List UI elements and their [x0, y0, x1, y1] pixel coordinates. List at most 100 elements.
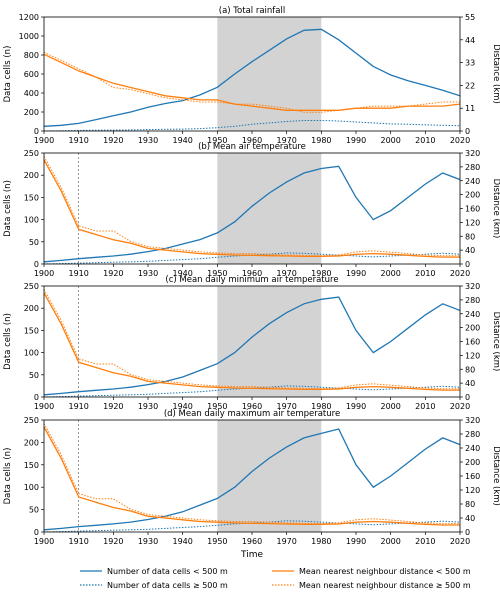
panel-a [41, 16, 463, 134]
right-tick-label: 240 [465, 177, 480, 186]
x-tick-label: 2000 [380, 537, 400, 546]
left-axis-label: Data cells (n) [3, 180, 13, 237]
left-tick-label: 150 [24, 326, 39, 335]
right-tick-label: 80 [465, 500, 475, 509]
series-line-4 [44, 51, 460, 113]
right-tick-label: 320 [465, 149, 480, 158]
panel-b [41, 152, 463, 267]
right-tick-label: 280 [465, 296, 480, 305]
x-tick-label: 1920 [103, 402, 123, 411]
series-line-4 [44, 423, 460, 525]
series-line-1 [44, 296, 460, 396]
right-tick-label: 80 [465, 232, 475, 241]
x-tick-label: 1970 [276, 402, 296, 411]
x-tick-label: 1970 [276, 136, 296, 145]
x-tick-label: 1910 [68, 136, 88, 145]
x-tick-label: 1960 [242, 269, 262, 278]
right-tick-label: 11 [465, 104, 475, 113]
x-tick-label: 2020 [450, 537, 470, 546]
x-tick-label: 1910 [68, 402, 88, 411]
left-tick-label: 400 [24, 89, 39, 98]
x-tick-label: 1990 [346, 136, 366, 145]
x-tick-label: 1910 [68, 537, 88, 546]
right-tick-label: 22 [465, 81, 475, 90]
right-tick-label: 240 [465, 310, 480, 319]
series-line-4 [44, 289, 460, 390]
shaded-period [217, 286, 322, 397]
left-axis-label: Data cells (n) [3, 313, 13, 370]
left-tick-label: 1200 [19, 13, 39, 22]
x-tick-label: 1990 [346, 402, 366, 411]
x-tick-label: 1930 [138, 269, 158, 278]
panel-c [41, 285, 463, 400]
legend-label: Number of data cells < 500 m [107, 567, 228, 576]
x-tick-label: 1910 [68, 269, 88, 278]
legend-label: Mean nearest neighbour distance ≥ 500 m [299, 581, 471, 590]
right-tick-label: 280 [465, 163, 480, 172]
right-tick-label: 160 [465, 472, 480, 481]
left-tick-label: 250 [24, 282, 39, 291]
series-line-4 [44, 156, 460, 257]
legend-label: Number of data cells ≥ 500 m [107, 581, 228, 590]
left-axis-label: Data cells (n) [3, 448, 13, 505]
right-tick-label: 200 [465, 191, 480, 200]
right-tick-label: 0 [465, 393, 470, 402]
right-tick-label: 33 [465, 59, 475, 68]
x-tick-label: 2010 [415, 136, 435, 145]
x-tick-label: 1900 [34, 402, 54, 411]
x-tick-label: 1940 [172, 136, 192, 145]
series-line-2 [44, 120, 460, 131]
right-tick-label: 40 [465, 514, 475, 523]
left-tick-label: 0 [34, 528, 39, 537]
left-tick-label: 250 [24, 416, 39, 425]
right-axis-label: Distance (km) [491, 312, 500, 372]
right-tick-label: 160 [465, 205, 480, 214]
series-line-3 [44, 292, 460, 391]
x-tick-label: 1950 [207, 402, 227, 411]
right-tick-label: 120 [465, 486, 480, 495]
series-line-1 [44, 428, 460, 531]
right-tick-label: 320 [465, 416, 480, 425]
shaded-period [217, 420, 322, 532]
right-tick-label: 120 [465, 218, 480, 227]
x-tick-label: 1950 [207, 269, 227, 278]
x-tick-label: 1980 [311, 136, 331, 145]
x-tick-label: 2000 [380, 269, 400, 278]
x-tick-label: 1960 [242, 537, 262, 546]
x-tick-label: 2020 [450, 269, 470, 278]
x-tick-label: 1900 [34, 136, 54, 145]
left-tick-label: 100 [24, 349, 39, 358]
series-line-3 [44, 426, 460, 526]
left-tick-label: 800 [24, 51, 39, 60]
right-tick-label: 160 [465, 338, 480, 347]
panel-d [41, 419, 463, 535]
left-tick-label: 200 [24, 304, 39, 313]
left-tick-label: 200 [24, 108, 39, 117]
x-tick-label: 1990 [346, 537, 366, 546]
right-tick-label: 40 [465, 246, 475, 255]
x-tick-label: 2020 [450, 402, 470, 411]
x-tick-label: 1970 [276, 269, 296, 278]
right-tick-label: 200 [465, 458, 480, 467]
x-tick-label: 1960 [242, 402, 262, 411]
right-tick-label: 55 [465, 13, 475, 22]
right-tick-label: 80 [465, 365, 475, 374]
x-tick-label: 2020 [450, 136, 470, 145]
shaded-period [217, 153, 322, 264]
right-axis-label: Distance (km) [491, 446, 500, 506]
x-tick-label: 1980 [311, 269, 331, 278]
x-tick-label: 1940 [172, 537, 192, 546]
x-tick-label: 1980 [311, 537, 331, 546]
right-axis-label: Distance (km) [491, 179, 500, 239]
right-tick-label: 40 [465, 379, 475, 388]
left-tick-label: 0 [34, 260, 39, 269]
left-tick-label: 200 [24, 171, 39, 180]
left-tick-label: 0 [34, 393, 39, 402]
right-axis-label: Distance (km) [491, 44, 500, 104]
left-tick-label: 50 [29, 506, 39, 515]
x-tick-label: 1990 [346, 269, 366, 278]
left-tick-label: 100 [24, 483, 39, 492]
left-tick-label: 600 [24, 70, 39, 79]
right-tick-label: 320 [465, 282, 480, 291]
